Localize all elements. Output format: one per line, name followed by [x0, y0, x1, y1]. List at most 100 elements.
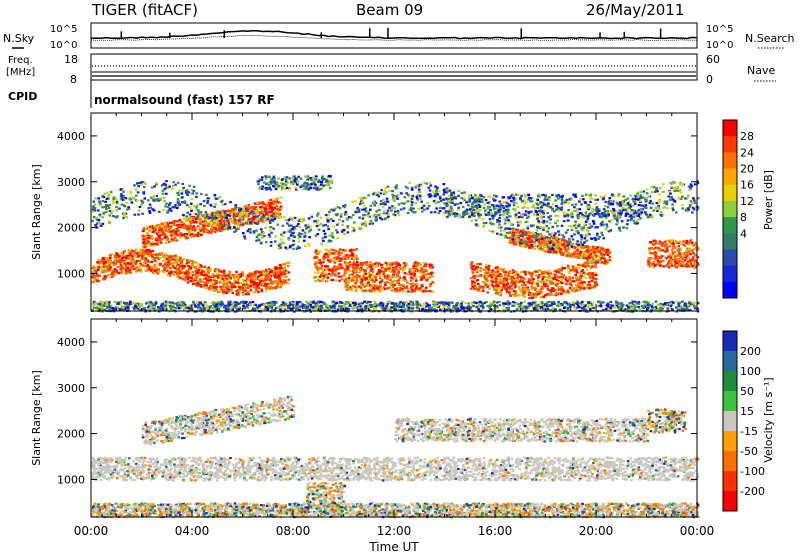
power-cell [343, 267, 347, 270]
power-cell [351, 279, 354, 282]
power-cell [190, 236, 193, 239]
power-cell [320, 280, 324, 283]
power-cell [274, 286, 277, 289]
power-cell [282, 270, 285, 273]
power-cell [233, 220, 237, 223]
power-cell [542, 280, 545, 283]
power-cell [560, 288, 564, 291]
cpid-text: normalsound (fast) 157 RF [94, 93, 275, 107]
power-cell [486, 272, 489, 275]
power-cell [227, 290, 231, 293]
power-cell [491, 285, 495, 288]
power-cell [691, 241, 694, 244]
power-cell [505, 291, 509, 294]
power-cell [525, 291, 528, 294]
power-cell [528, 279, 531, 282]
power-cell [200, 285, 203, 288]
power-cell [607, 259, 610, 262]
power-cell [537, 270, 541, 273]
power-cell [512, 241, 516, 244]
power-cell [690, 249, 694, 252]
power-cell [180, 234, 184, 237]
power-cell [371, 289, 374, 292]
power-cell [550, 243, 554, 246]
power-cell [223, 282, 226, 285]
power-cell [152, 227, 155, 230]
power-cell [572, 253, 576, 256]
power-cell [366, 263, 370, 266]
power-cell [336, 257, 339, 260]
power-cell [277, 201, 280, 204]
power-cell [178, 219, 182, 222]
power-cell [512, 295, 516, 298]
power-cell [413, 283, 416, 286]
power-cell [122, 251, 125, 254]
power-cell [666, 250, 669, 253]
power-cell [199, 221, 203, 224]
power-cell [219, 285, 222, 288]
power-cell [511, 283, 514, 286]
power-cell [379, 287, 383, 290]
power-cell [522, 242, 525, 245]
power-cell [353, 275, 357, 278]
noise-panel: N.Sky 10^5 10^0 10^5 10^0 N.Search [3, 22, 795, 51]
power-cell [685, 247, 689, 250]
power-cell [315, 261, 319, 264]
power-cell [128, 251, 132, 254]
power-cell [488, 270, 491, 273]
power-cell [647, 260, 650, 263]
power-cell [562, 248, 565, 251]
power-cell [253, 202, 257, 205]
power-cell [152, 224, 156, 228]
power-cell [333, 265, 337, 268]
power-cell [370, 268, 373, 271]
power-cell [531, 234, 534, 237]
power-cell [334, 279, 338, 282]
power-cell [271, 272, 275, 275]
power-cell [283, 275, 286, 278]
power-cell [527, 237, 530, 240]
power-cell [475, 269, 479, 272]
power-cell [692, 248, 695, 251]
power-cell [149, 252, 153, 255]
power-cell [98, 262, 101, 265]
power-cell [588, 274, 591, 277]
power-cell [547, 269, 550, 272]
power-cell [166, 225, 170, 228]
power-cell [504, 271, 508, 274]
power-cell [276, 274, 280, 277]
power-cell [175, 239, 179, 242]
power-cell [183, 266, 186, 269]
power-cell [474, 276, 477, 279]
power-cell [520, 271, 523, 274]
power-cell [237, 278, 240, 281]
power-cell [517, 278, 520, 282]
power-cell [246, 214, 250, 217]
power-cell [364, 263, 368, 266]
power-cell [179, 255, 182, 258]
power-cell [406, 281, 409, 284]
power-cell [584, 265, 587, 268]
power-cell [284, 275, 288, 278]
power-cell [181, 267, 184, 270]
power-cell [584, 246, 587, 249]
power-cell [336, 265, 339, 268]
power-cell [124, 263, 128, 266]
power-cell [203, 281, 206, 284]
power-cell [278, 201, 282, 205]
power-cell [153, 257, 156, 260]
power-cell [560, 272, 563, 275]
power-cell [119, 261, 122, 264]
power-cell [608, 259, 612, 262]
power-cell [244, 207, 248, 210]
power-cell [561, 267, 565, 270]
power-cell [398, 267, 402, 270]
power-cell [358, 271, 361, 274]
power-cell [499, 294, 503, 297]
power-cell [521, 286, 525, 289]
power-cell [546, 250, 550, 253]
power-cell [140, 254, 144, 257]
power-cell [537, 280, 541, 283]
power-cell [128, 269, 131, 272]
power-cell [672, 243, 675, 246]
